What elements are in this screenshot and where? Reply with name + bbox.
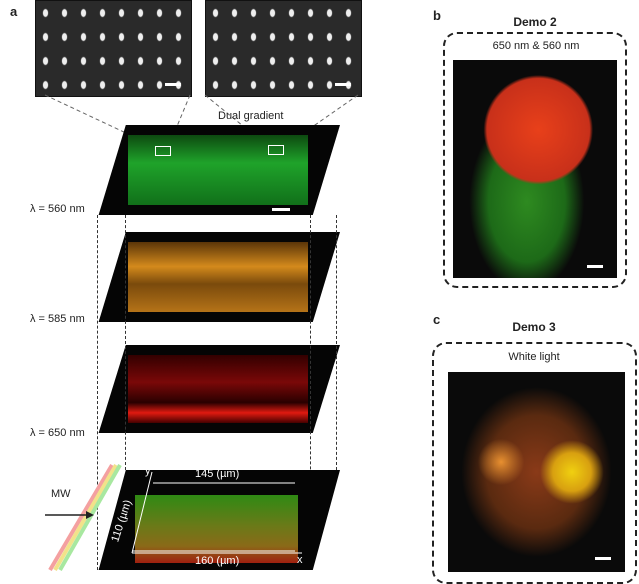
mw-label: MW: [51, 488, 71, 500]
width-bottom-label: 160 (µm): [195, 555, 240, 567]
layer-585: [98, 232, 340, 322]
wavelength-label-650: λ = 650 nm: [30, 427, 85, 439]
wavelength-label-585: λ = 585 nm: [30, 313, 85, 325]
scale-bar: [272, 208, 290, 211]
wavelength-label-560: λ = 560 nm: [30, 203, 85, 215]
panel-c-label: c: [433, 312, 441, 327]
panel-a-label: a: [10, 4, 18, 19]
demo2-frame: [443, 32, 627, 288]
demo3-title: Demo 3: [512, 320, 556, 334]
inset-box-left: [155, 146, 171, 156]
dual-gradient-caption: Dual gradient: [218, 110, 284, 122]
sem-inset-right: [205, 0, 362, 97]
axis-x-label: x: [297, 554, 303, 566]
demo2-subtitle: 650 nm & 560 nm: [492, 40, 580, 52]
demo3-subtitle: White light: [508, 351, 560, 363]
axis-y-label: y: [145, 465, 151, 477]
combined-annotations: [45, 463, 302, 572]
rose-image: [453, 60, 617, 278]
demo3-frame: [432, 342, 637, 584]
bouquet-image: [448, 372, 625, 572]
layer-650: [98, 345, 340, 433]
width-top-label: 145 (µm): [195, 468, 240, 480]
panel-b-label: b: [433, 8, 441, 23]
inset-box-right: [268, 145, 284, 155]
sem-inset-left: [35, 0, 192, 97]
demo2-title: Demo 2: [513, 15, 557, 29]
